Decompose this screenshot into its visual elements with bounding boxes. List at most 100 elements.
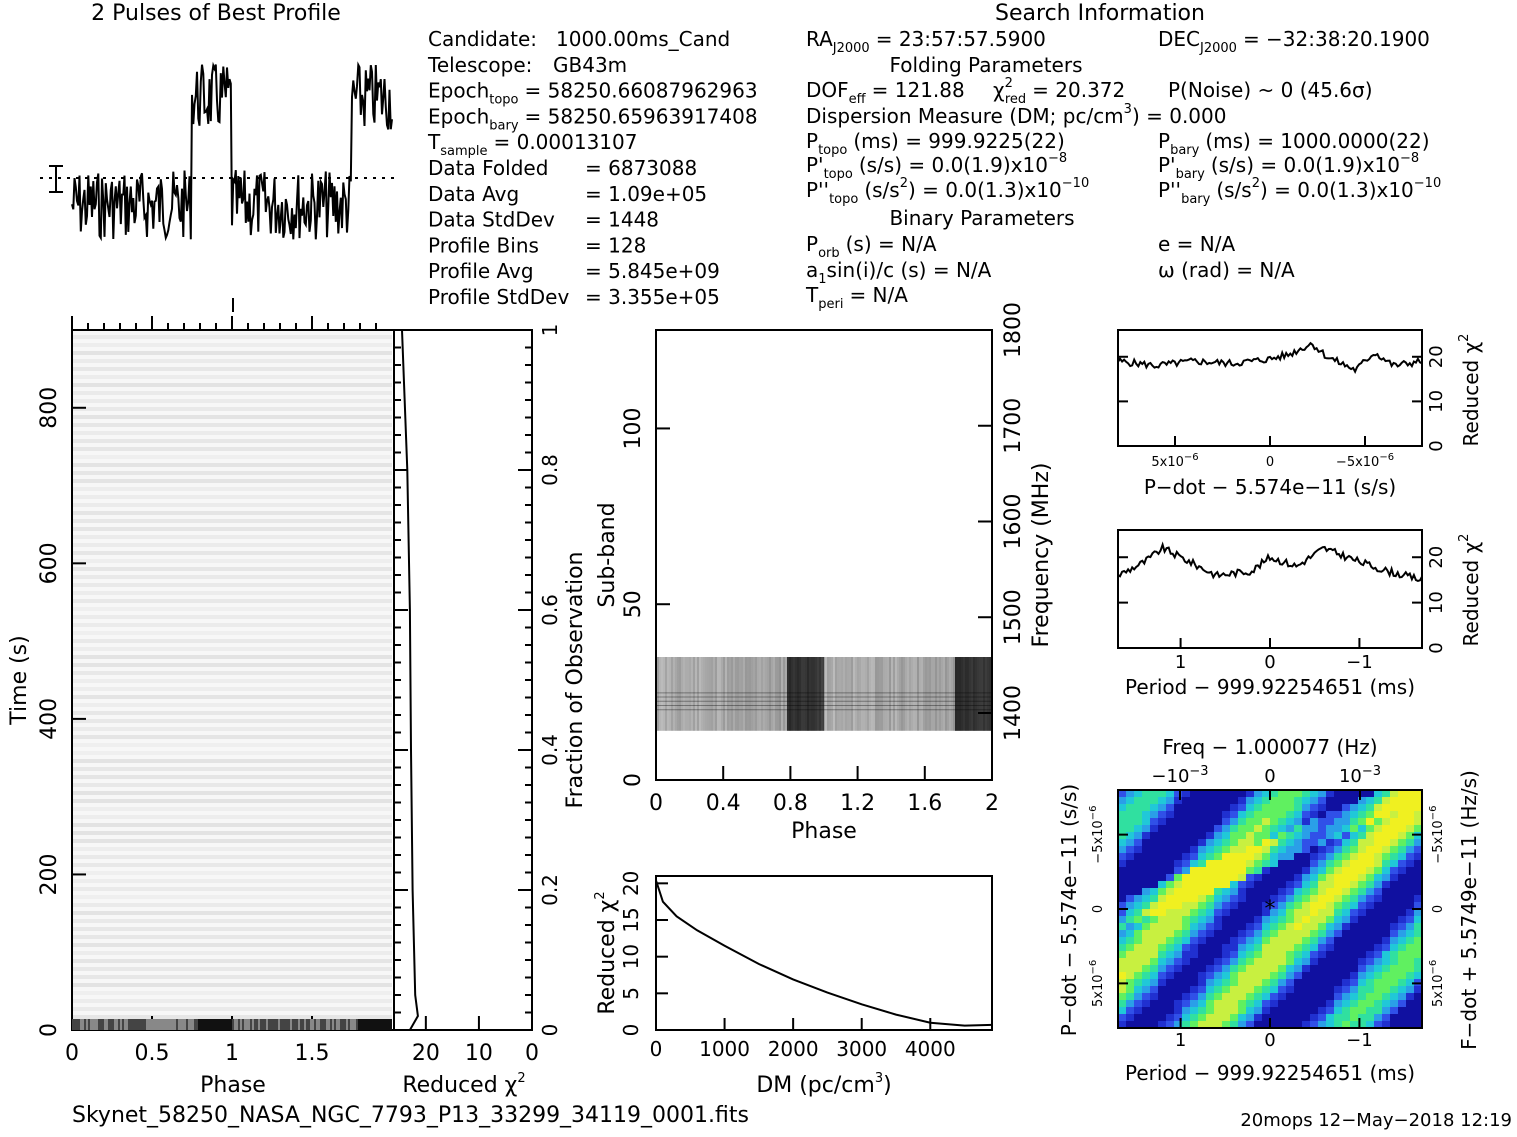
heat-cell	[1350, 1000, 1359, 1008]
search-title: Search Information	[995, 1, 1205, 26]
heat-cell	[1166, 902, 1175, 910]
first-subint-cell	[100, 1019, 102, 1030]
heat-cell	[1254, 881, 1263, 889]
tick-label: −1	[1346, 1030, 1373, 1051]
heat-cell	[1254, 986, 1263, 994]
heat-cell	[1390, 790, 1399, 798]
heat-cell	[1214, 951, 1223, 959]
tick-label: 0	[1266, 455, 1274, 470]
heat-cell	[1382, 825, 1391, 833]
heat-cell	[1334, 811, 1343, 819]
tick-label: 10	[465, 1041, 493, 1066]
heat-cell	[1334, 937, 1343, 945]
first-subint-cell	[378, 1019, 380, 1030]
heat-cell	[1118, 881, 1127, 889]
heat-cell	[1270, 958, 1279, 966]
heat-cell	[1166, 944, 1175, 952]
subint-row	[72, 967, 392, 971]
heat-cell	[1286, 895, 1295, 903]
heat-cell	[1414, 832, 1423, 840]
heat-cell	[1302, 797, 1311, 805]
heat-cell	[1230, 993, 1239, 1001]
heat-cell	[1366, 895, 1375, 903]
heat-cell	[1286, 902, 1295, 910]
heat-cell	[1398, 790, 1407, 798]
tick-label: 2	[985, 791, 999, 816]
heat-cell	[1158, 937, 1167, 945]
heat-cell	[1342, 804, 1351, 812]
first-subint-cell	[130, 1019, 132, 1030]
first-subint-cell	[74, 1019, 76, 1030]
heat-cell	[1398, 1014, 1407, 1022]
heat-cell	[1382, 797, 1391, 805]
heat-cell	[1174, 825, 1183, 833]
heat-cell	[1190, 825, 1199, 833]
heat-cell	[1358, 804, 1367, 812]
tick-label: −1	[1346, 652, 1373, 673]
heat-cell	[1358, 832, 1367, 840]
heat-cell	[1166, 874, 1175, 882]
first-subint-cell	[276, 1019, 278, 1030]
heat-cell	[1262, 881, 1271, 889]
heat-cell	[1414, 860, 1423, 868]
heat-cell	[1150, 958, 1159, 966]
heat-cell	[1134, 965, 1143, 973]
heat-cell	[1414, 923, 1423, 931]
heat-cell	[1246, 993, 1255, 1001]
heat-cell	[1310, 825, 1319, 833]
heat-cell	[1222, 818, 1231, 826]
heat-cell	[1206, 811, 1215, 819]
heat-cell	[1174, 923, 1183, 931]
heat-cell	[1326, 972, 1335, 980]
heat-cell	[1190, 790, 1199, 798]
heat-cell	[1182, 867, 1191, 875]
heat-cell	[1126, 902, 1135, 910]
heat-cell	[1366, 867, 1375, 875]
heat-cell	[1366, 916, 1375, 924]
heat-cell	[1182, 888, 1191, 896]
heat-cell	[1254, 958, 1263, 966]
heat-cell	[1238, 1021, 1247, 1029]
heat-cell	[1326, 909, 1335, 917]
heat-cell	[1358, 909, 1367, 917]
heat-cell	[1190, 965, 1199, 973]
heat-cell	[1414, 902, 1423, 910]
heat-cell	[1414, 1021, 1423, 1029]
heat-cell	[1414, 1007, 1423, 1015]
heat-cell	[1246, 888, 1255, 896]
heat-cell	[1126, 839, 1135, 847]
heat-cell	[1342, 923, 1351, 931]
heat-cell	[1278, 867, 1287, 875]
heat-cell	[1182, 860, 1191, 868]
heat-cell	[1142, 804, 1151, 812]
heat-cell	[1158, 797, 1167, 805]
heat-cell	[1214, 860, 1223, 868]
heat-cell	[1366, 944, 1375, 952]
subint-row	[72, 431, 392, 435]
subint-row	[72, 511, 392, 515]
heat-cell	[1126, 811, 1135, 819]
heat-cell	[1246, 1000, 1255, 1008]
heat-cell	[1182, 965, 1191, 973]
first-subint-cell	[288, 1019, 290, 1030]
heat-cell	[1358, 1007, 1367, 1015]
heat-cell	[1158, 895, 1167, 903]
ra-line: RAJ2000 = 23:57:57.5900	[806, 27, 1046, 56]
tick-label: 0	[1091, 905, 1106, 913]
subint-row	[72, 935, 392, 939]
first-subint-cell	[150, 1019, 152, 1030]
heat-cell	[1358, 797, 1367, 805]
heat-cell	[1222, 993, 1231, 1001]
heat-cell	[1326, 937, 1335, 945]
heat-cell	[1326, 846, 1335, 854]
heat-cell	[1182, 797, 1191, 805]
heat-cell	[1206, 846, 1215, 854]
heat-cell	[1302, 986, 1311, 994]
heat-cell	[1366, 930, 1375, 938]
heat-cell	[1246, 972, 1255, 980]
heat-cell	[1126, 804, 1135, 812]
heat-cell	[1142, 958, 1151, 966]
